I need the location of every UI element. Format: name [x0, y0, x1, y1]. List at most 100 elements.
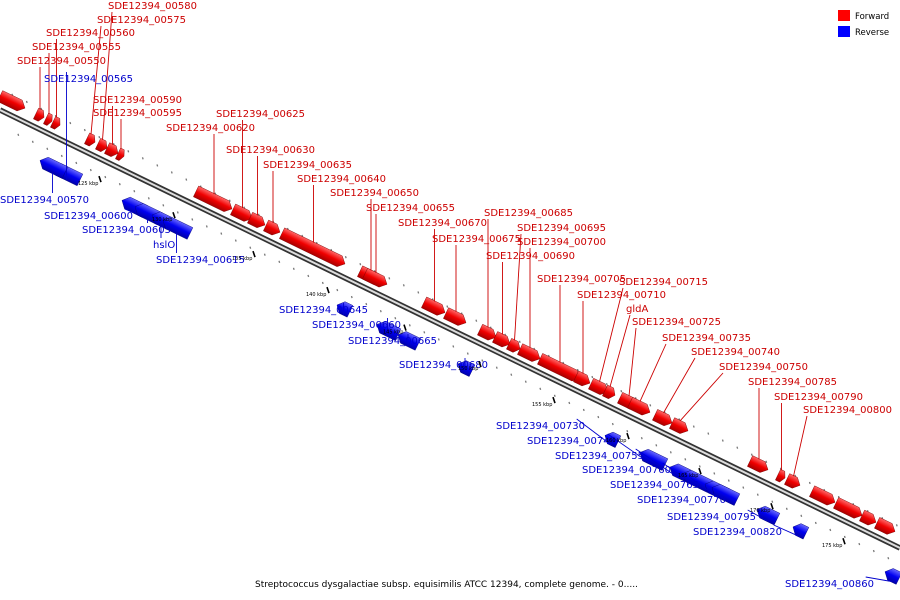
minor-tick-bottom	[365, 302, 368, 306]
minor-tick-bottom	[727, 479, 730, 482]
feature-label-f24: SDE12394_00670	[398, 218, 487, 229]
scale-ticks: 125 kbp 130 kbp 135 kbp 140 kbp 145 kbp 150 k…	[78, 175, 846, 549]
f47-leader-line	[747, 509, 768, 522]
feature-label-f27: SDE12394_00685	[484, 208, 573, 219]
sde12394_00690-forward-gene	[492, 331, 511, 348]
minor-tick-bottom	[118, 182, 121, 186]
minor-tick-bottom	[640, 437, 643, 440]
minor-tick-top	[605, 382, 608, 386]
minor-tick-bottom	[800, 514, 803, 518]
feature-label-f16: SDE12394_00630	[226, 145, 315, 156]
unlabeled-f52-forward-gene	[859, 509, 877, 526]
sde12394_00655-forward-gene	[362, 267, 388, 288]
sde12394_00685-forward-gene	[477, 323, 497, 341]
minor-tick-top	[388, 277, 391, 280]
feature-labels: SDE12394_00550 SDE12394_00555 SDE12394_005…	[0, 1, 892, 590]
sde12394_00695-forward-gene	[506, 338, 521, 353]
scale-tick-mark	[842, 538, 846, 545]
feature-label-f21: SDE12394_00655	[366, 203, 455, 214]
minor-tick-bottom	[423, 331, 426, 334]
feature-label-f34: gldA	[626, 304, 648, 315]
feature-label-f32: SDE12394_00710	[577, 290, 666, 301]
minor-tick-top	[591, 375, 594, 379]
minor-tick-bottom	[829, 528, 832, 532]
feature-label-f48: SDE12394_00800	[803, 405, 892, 416]
sde12394_00625-forward-gene	[230, 203, 253, 222]
minor-tick-bottom	[858, 542, 861, 546]
minor-tick-top	[127, 150, 130, 153]
sde12394_00800-forward-gene	[784, 473, 801, 489]
minor-tick-bottom	[481, 359, 484, 362]
feature-label-f42: SDE12394_00760	[582, 465, 671, 476]
minor-tick-bottom	[75, 161, 78, 165]
minor-tick-top	[475, 319, 478, 322]
minor-tick-bottom	[553, 394, 556, 398]
minor-tick-top	[895, 524, 898, 527]
feature-label-f49: SDE12394_00820	[693, 527, 782, 538]
sde12394_00580-forward-gene	[95, 138, 108, 152]
feature-label-f43: SDE12394_00765	[610, 480, 699, 491]
minor-tick-bottom	[133, 190, 136, 193]
sde12394_00760-reverse-gene	[682, 469, 714, 493]
unlabeled-f50-forward-gene	[809, 485, 836, 506]
minor-tick-bottom	[742, 486, 745, 489]
minor-tick-top	[518, 340, 521, 344]
sde12394_00745-reverse-gene	[639, 449, 669, 471]
feature-label-f17: SDE12394_00635	[263, 160, 352, 171]
unlabeled-f51-forward-gene	[833, 497, 863, 519]
minor-tick-bottom	[887, 556, 890, 560]
feature-label-f29: SDE12394_00695	[517, 223, 606, 234]
minor-tick-bottom	[234, 239, 237, 242]
scale-tick-135-kbp: 135 kbp	[232, 256, 252, 262]
sde12394_00740-forward-gene	[652, 409, 673, 427]
minor-tick-bottom	[263, 253, 266, 256]
minor-tick-top	[359, 263, 362, 266]
legend-reverse-swatch	[838, 26, 850, 37]
sde12394_00790-forward-gene	[775, 468, 786, 483]
scale-tick-mark	[98, 175, 102, 183]
feature-label-f54: SDE12394_00860	[785, 579, 874, 590]
f33-leader-line	[599, 287, 624, 382]
minor-tick-top	[344, 255, 347, 259]
feature-label-f20: SDE12394_00650	[330, 188, 419, 199]
minor-tick-bottom	[626, 429, 629, 433]
minor-tick-bottom	[713, 472, 716, 475]
minor-tick-bottom	[872, 549, 875, 553]
minor-tick-bottom	[307, 274, 310, 278]
minor-tick-top	[736, 446, 739, 449]
feature-label-f25: SDE12394_00675	[432, 234, 521, 245]
scale-tick-125-kbp: 125 kbp	[78, 181, 98, 187]
f10-leader-line	[124, 208, 134, 213]
sde12394_00700-forward-gene	[517, 343, 541, 362]
f48-leader-line	[793, 415, 808, 477]
f7-leader-line	[102, 11, 113, 140]
scale-tick-160-kbp: 160 kbp	[606, 438, 626, 444]
sde12394_00575-forward-gene	[84, 132, 96, 147]
minor-tick-bottom	[162, 204, 165, 207]
sde12394_00560-forward-gene	[50, 116, 61, 130]
minor-tick-top	[228, 199, 231, 202]
minor-tick-bottom	[698, 465, 701, 468]
minor-tick-top	[185, 178, 188, 181]
feature-label-f6: SDE12394_00575	[97, 15, 186, 26]
sde12394_00735-forward-gene	[627, 396, 651, 416]
f39-leader-line	[607, 433, 653, 466]
minor-tick-bottom	[655, 444, 658, 447]
sde12394_00645-reverse-gene	[336, 301, 354, 318]
scale-tick-mark	[626, 432, 630, 440]
scale-tick-mark	[770, 502, 774, 510]
feature-label-f13: SDE12394_00615	[156, 255, 245, 266]
feature-label-f15: SDE12394_00625	[216, 109, 305, 120]
feature-label-f9: SDE12394_00595	[93, 108, 182, 119]
minor-tick-bottom	[278, 260, 281, 263]
sde12394_00595-forward-gene	[115, 147, 125, 161]
f35-leader-line	[628, 327, 637, 397]
f34-leader-line	[609, 314, 631, 387]
minor-tick-top	[98, 135, 101, 139]
minor-tick-top	[620, 390, 623, 393]
f42-leader-line	[662, 462, 697, 487]
minor-tick-bottom	[466, 352, 469, 355]
scale-tick-150-kbp: 150 kbp	[458, 366, 478, 372]
sde12394_00860-reverse-gene	[884, 568, 900, 585]
f49-leader-line	[773, 524, 800, 538]
